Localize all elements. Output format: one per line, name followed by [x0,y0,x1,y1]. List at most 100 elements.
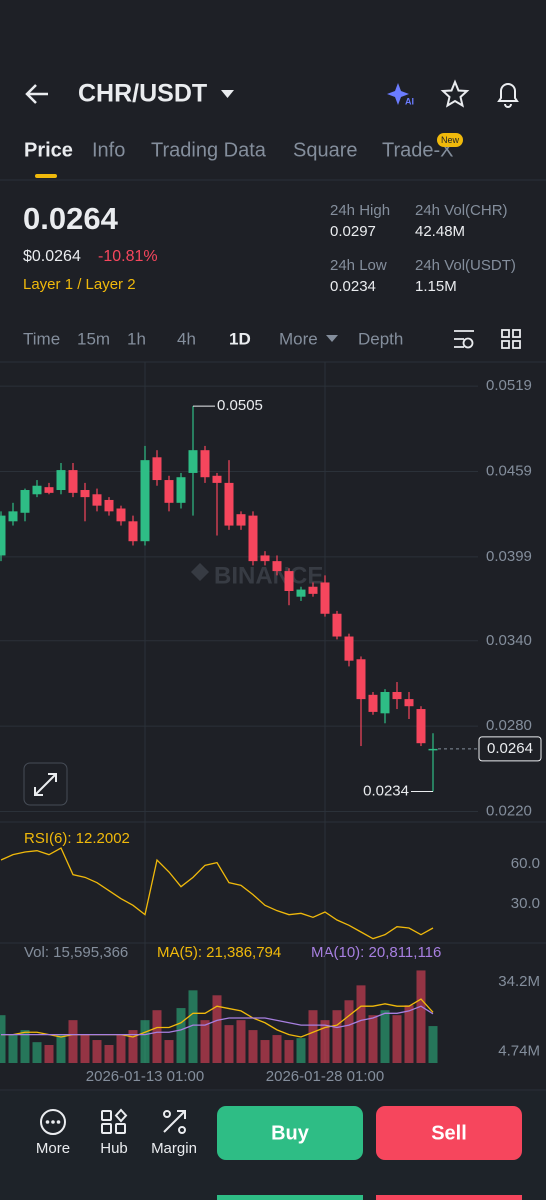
candle-body [260,555,270,562]
candle-body [392,691,402,700]
candle-body [92,494,102,506]
volume-bar [176,1008,186,1063]
interval[interactable]: Time [23,329,60,348]
candle-body [224,482,234,526]
price-tag-label: 0.0264 [487,740,533,757]
x-tick-label: 2026-01-28 01:00 [266,1068,384,1085]
candle-body [428,748,438,751]
tab[interactable]: Trading Data [151,139,267,161]
rsi-legend: RSI(6): 12.2002 [24,830,130,847]
indicator-settings[interactable] [454,330,474,349]
volume-bar [236,1020,246,1063]
volume-bar [248,1030,258,1063]
volume-bar [368,1015,378,1063]
stat-label: 24h Low [330,257,387,274]
ma-legend: MA(10): 20,811,116 [311,944,441,961]
volume-bar [392,1015,402,1063]
interval[interactable]: 15m [77,329,110,348]
volume-bar [56,1035,66,1063]
interval[interactable]: 4h [177,329,196,348]
svg-text:AI: AI [405,96,414,106]
candle-body [56,470,66,491]
volume-bar [0,1015,6,1063]
bottom-edge [217,1195,363,1200]
bottom-item[interactable]: Hub [100,1140,128,1157]
volume-bar [356,985,366,1063]
y-tick-label: 0.0340 [486,632,532,649]
favorite-button[interactable] [440,79,470,108]
stat-value: 0.0297 [330,223,376,240]
volume-bar [152,1010,162,1063]
rsi-line [0,847,434,940]
volume-bar [260,1040,270,1063]
interval[interactable]: Depth [358,329,403,348]
tags[interactable]: Layer 1 / Layer 2 [23,276,136,293]
price-tag [478,736,542,762]
volume-bar [320,1020,330,1063]
tab[interactable]: Price [24,139,73,161]
volume-bar [128,1030,138,1063]
ai-icon[interactable]: AI [387,83,414,106]
buy-label[interactable]: Buy [271,1122,310,1144]
candle-body [416,709,426,744]
candle-body [308,586,318,594]
candle-body [272,561,282,572]
volume-bar [212,995,222,1063]
volume-bar [344,1000,354,1063]
x-tick-label: 2026-01-13 01:00 [86,1068,204,1085]
stat-value: 0.0234 [330,278,376,295]
tab[interactable]: Info [92,139,125,161]
candle-body [128,521,138,542]
sell-label[interactable]: Sell [431,1122,467,1144]
expand-button[interactable] [23,762,68,806]
interval[interactable]: 1h [127,329,146,348]
volume-bar [68,1020,78,1063]
tab[interactable]: Square [293,139,358,161]
bottom-item[interactable]: More [36,1140,70,1157]
candle-body [248,515,258,562]
volume-bar [308,1010,318,1063]
pair-dropdown[interactable] [221,90,234,98]
alert-button[interactable] [497,83,519,108]
sell-button[interactable] [376,1106,522,1160]
volume-bar [428,1026,438,1063]
candle-body [344,636,354,661]
more-caret[interactable] [326,335,338,342]
pair-title[interactable]: CHR/USDT [78,80,207,108]
margin-icon[interactable] [163,1110,186,1134]
bottom-item[interactable]: Margin [151,1140,197,1157]
candle-body [320,582,330,614]
candle-body [200,450,210,478]
stat-label: 24h Vol(CHR) [415,202,508,219]
volume-bar [272,1035,282,1063]
candle-body [116,508,126,522]
hub-icon[interactable] [101,1108,128,1134]
candle-body [80,490,90,498]
active-tab-indicator [35,174,57,178]
more-icon[interactable] [40,1109,66,1135]
volume-legend: Vol: 15,595,366 [24,944,128,961]
buy-button[interactable] [217,1106,363,1160]
candle-body [164,480,174,503]
volume-bar [80,1035,90,1063]
stat-label: 24h High [330,202,390,219]
y-tick-label: 30.0 [511,895,540,912]
candle-body [356,659,366,700]
volume-bar [8,1035,18,1063]
back-button[interactable] [25,84,48,104]
tab[interactable]: Trade-X [382,139,454,161]
watermark: BINANCE [191,562,323,589]
candle-body [8,511,18,522]
volume-bar [32,1042,42,1063]
candle-body [296,589,306,597]
last-price: 0.0264 [23,201,119,236]
candle-body [332,613,342,637]
new-badge [437,133,463,147]
volume-bar [164,1040,174,1063]
volume-bar [92,1040,102,1063]
interval[interactable]: More [279,329,318,348]
candle-body [188,450,198,473]
interval[interactable]: 1D [229,329,251,348]
layout-button[interactable] [501,329,521,349]
bottom-edge [376,1195,522,1200]
